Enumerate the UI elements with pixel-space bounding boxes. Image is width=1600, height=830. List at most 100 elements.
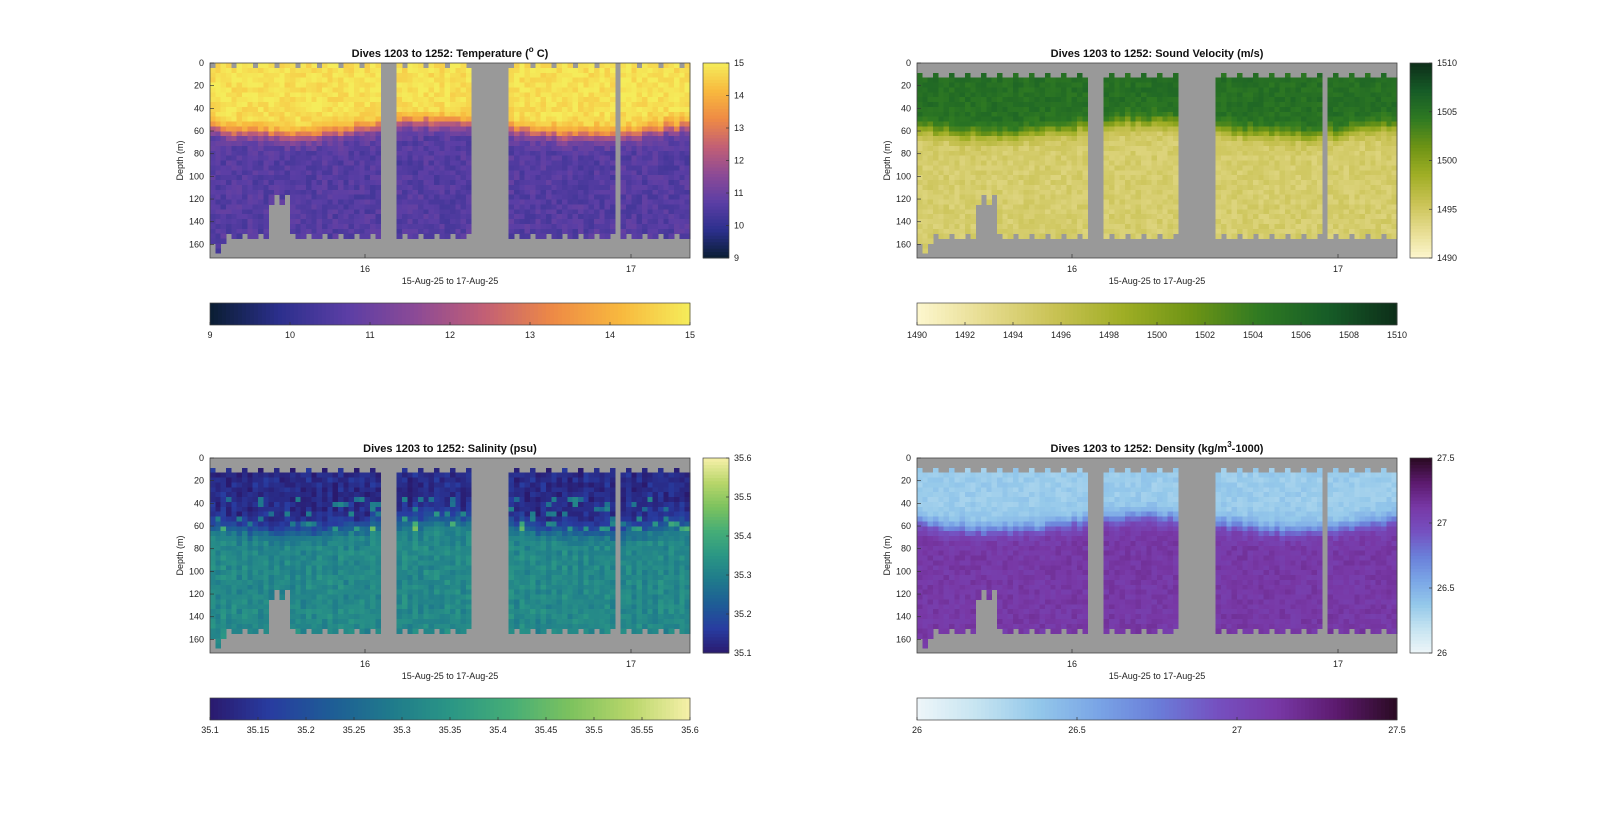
heatmap-cell xyxy=(1023,155,1030,161)
heatmap-cell xyxy=(997,87,1003,93)
heatmap-cell xyxy=(524,87,531,93)
heatmap-cell xyxy=(519,219,526,225)
heatmap-cell xyxy=(1045,214,1051,220)
heatmap-cell xyxy=(210,111,216,118)
heatmap-cell xyxy=(364,131,371,137)
heatmap-cell xyxy=(1285,141,1291,147)
colorbar-swatch xyxy=(422,303,427,325)
heatmap-cell xyxy=(551,77,558,83)
heatmap-cell xyxy=(215,145,222,152)
heatmap-cell xyxy=(530,92,536,98)
heatmap-cell xyxy=(1247,102,1254,108)
heatmap-cell xyxy=(949,209,955,215)
heatmap-cell xyxy=(306,111,312,118)
heatmap-cell xyxy=(1242,131,1249,137)
heatmap-cell xyxy=(396,82,403,88)
heatmap-cell xyxy=(620,204,627,210)
heatmap-cell xyxy=(242,67,248,74)
heatmap-cell xyxy=(927,238,934,244)
heatmap-cell xyxy=(407,141,414,147)
heatmap-cell xyxy=(583,204,590,210)
heatmap-cell xyxy=(402,126,408,132)
heatmap-cell xyxy=(418,116,424,122)
heatmap-cell xyxy=(954,184,961,191)
heatmap-cell xyxy=(583,160,590,166)
heatmap-cell xyxy=(927,77,934,83)
heatmap-cell xyxy=(1045,189,1051,196)
heatmap-cell xyxy=(274,111,280,118)
heatmap-cell xyxy=(354,184,360,191)
heatmap-cell xyxy=(556,228,563,235)
heatmap-cell xyxy=(933,87,939,93)
heatmap-cell xyxy=(1141,165,1147,171)
heatmap-cell xyxy=(684,121,691,127)
heatmap-cell xyxy=(332,126,339,132)
heatmap-cell xyxy=(922,92,929,98)
y-tick-label: 20 xyxy=(194,81,204,91)
heatmap-cell xyxy=(674,72,680,79)
heatmap-cell xyxy=(332,170,339,176)
heatmap-cell xyxy=(279,111,286,118)
heatmap-cell xyxy=(316,184,323,191)
heatmap-cell xyxy=(370,67,376,74)
heatmap-cell xyxy=(1215,106,1222,113)
heatmap-cell xyxy=(263,233,270,239)
heatmap-cell xyxy=(423,165,430,171)
colorbar-swatch xyxy=(278,303,283,325)
heatmap-cell xyxy=(354,92,360,98)
heatmap-cell xyxy=(466,160,472,166)
heatmap-cell xyxy=(556,102,563,108)
heatmap-cell xyxy=(231,67,238,74)
heatmap-cell xyxy=(455,223,462,230)
heatmap-cell xyxy=(578,67,584,74)
heatmap-cell xyxy=(364,141,371,147)
heatmap-cell xyxy=(1215,136,1222,142)
heatmap-cell xyxy=(938,131,945,137)
heatmap-cell xyxy=(1285,155,1291,161)
heatmap-cell xyxy=(959,126,966,132)
heatmap-cell xyxy=(268,126,275,132)
heatmap-cell xyxy=(599,116,606,122)
heatmap-cell xyxy=(1050,170,1057,176)
heatmap-cell xyxy=(300,155,307,161)
heatmap-cell xyxy=(1013,92,1019,98)
heatmap-cell xyxy=(423,141,430,147)
heatmap-cell xyxy=(1285,184,1291,191)
heatmap-cell xyxy=(546,121,552,127)
heatmap-cell xyxy=(636,121,643,127)
heatmap-cell xyxy=(279,180,286,186)
heatmap-cell xyxy=(1013,145,1019,152)
colorbar-swatch xyxy=(526,303,531,325)
heatmap-cell xyxy=(242,72,248,79)
heatmap-cell xyxy=(556,204,563,210)
heatmap-cell xyxy=(519,136,526,142)
heatmap-cell xyxy=(663,209,670,215)
heatmap-cell xyxy=(252,82,259,88)
heatmap-cell xyxy=(1247,111,1254,118)
heatmap-cell xyxy=(1125,223,1131,230)
heatmap-cell xyxy=(986,180,993,186)
heatmap-cell xyxy=(1082,106,1089,113)
heatmap-cell xyxy=(460,194,467,200)
heatmap-cell xyxy=(599,228,606,235)
heatmap-cell xyxy=(1034,131,1041,137)
heatmap-cell xyxy=(647,214,654,220)
heatmap-cell xyxy=(1274,184,1281,191)
heatmap-cell xyxy=(375,111,382,118)
heatmap-cell xyxy=(1007,106,1014,113)
heatmap-cell xyxy=(1077,214,1083,220)
heatmap-cell xyxy=(658,136,664,142)
heatmap-cell xyxy=(338,102,344,108)
heatmap-cell xyxy=(954,194,961,200)
heatmap-cell xyxy=(370,219,376,225)
heatmap-cell xyxy=(1103,87,1110,93)
colorbar-swatch xyxy=(703,199,729,204)
heatmap-cell xyxy=(1226,136,1233,142)
heatmap-cell xyxy=(1018,214,1025,220)
heatmap-cell xyxy=(933,170,939,176)
heatmap-cell xyxy=(604,209,611,215)
heatmap-cell xyxy=(268,199,275,205)
heatmap-cell xyxy=(1061,184,1067,191)
heatmap-cell xyxy=(1269,77,1275,83)
heatmap-cell xyxy=(1018,92,1025,98)
